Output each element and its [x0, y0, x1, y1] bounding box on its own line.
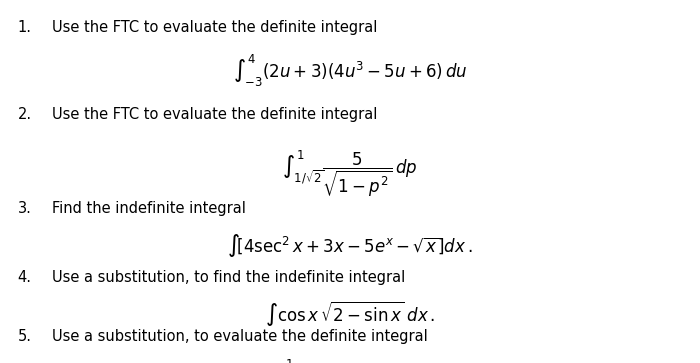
Text: 1.: 1.: [18, 20, 32, 35]
Text: Use a substitution, to evaluate the definite integral: Use a substitution, to evaluate the defi…: [52, 329, 428, 343]
Text: 3.: 3.: [18, 201, 32, 216]
Text: Find the indefinite integral: Find the indefinite integral: [52, 201, 246, 216]
Text: Use the FTC to evaluate the definite integral: Use the FTC to evaluate the definite int…: [52, 20, 378, 35]
Text: $\int\!\left[4\sec^2 x + 3x - 5e^x - \sqrt{x}\right]dx\,.$: $\int\!\left[4\sec^2 x + 3x - 5e^x - \sq…: [228, 232, 472, 259]
Text: Use a substitution, to find the indefinite integral: Use a substitution, to find the indefini…: [52, 270, 406, 285]
Text: $\int_{0}^{1} \cosh^2\!x \sinh x\; dx\,.$: $\int_{0}^{1} \cosh^2\!x \sinh x\; dx\,.…: [271, 358, 429, 363]
Text: $\int_{-3}^{4}(2u+3)(4u^3-5u+6)\, du$: $\int_{-3}^{4}(2u+3)(4u^3-5u+6)\, du$: [232, 53, 468, 89]
Text: 5.: 5.: [18, 329, 32, 343]
Text: $\int_{1/\sqrt{2}}^{1} \dfrac{5}{\sqrt{1-p^2}}\, dp$: $\int_{1/\sqrt{2}}^{1} \dfrac{5}{\sqrt{1…: [282, 149, 418, 200]
Text: $\int \cos x\,\sqrt{2-\sin x}\; dx\,.$: $\int \cos x\,\sqrt{2-\sin x}\; dx\,.$: [265, 299, 435, 329]
Text: 2.: 2.: [18, 107, 32, 122]
Text: 4.: 4.: [18, 270, 32, 285]
Text: Use the FTC to evaluate the definite integral: Use the FTC to evaluate the definite int…: [52, 107, 378, 122]
